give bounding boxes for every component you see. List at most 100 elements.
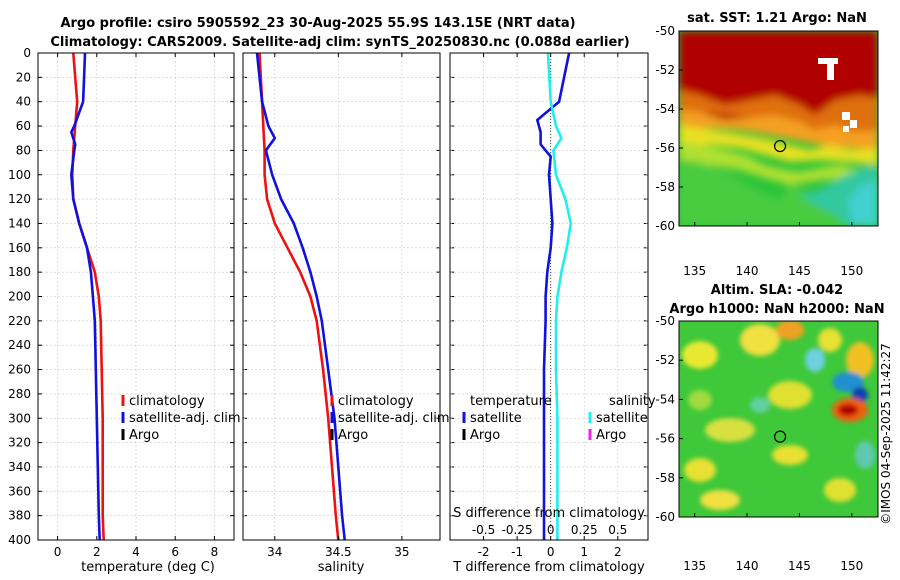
legend-temperature-header: temperature (470, 394, 552, 409)
legend-argo: Argo (129, 428, 159, 443)
map-x-tick-label: 150 (840, 559, 863, 573)
legend-sal-argo: Argo (596, 428, 626, 443)
map-y-tick-label: -56 (655, 432, 675, 446)
y-tick-label: 300 (8, 411, 31, 425)
temperature-legend: climatology satellite-adj. clim Argo (121, 394, 241, 443)
salinity-legend: climatology satellite-adj. clim Argo (330, 394, 450, 443)
map-x-tick-label: 145 (788, 559, 811, 573)
y-tick-label: 0 (23, 46, 31, 60)
temperature-panel: 0204060801001201401601802002202402602803… (8, 46, 648, 575)
sla-map: Altim. SLA: -0.042 Argo h1000: NaN h2000… (655, 283, 884, 573)
figure-title-line2: Climatology: CARS2009. Satellite-adj cli… (50, 35, 629, 50)
temperature-xlabel: temperature (deg C) (81, 560, 215, 575)
map-y-tick-label: -52 (655, 353, 675, 367)
s-difference-label: S difference from climatology (453, 506, 645, 521)
y-tick-label: 100 (8, 168, 31, 182)
figure-title-line1: Argo profile: csiro 5905592_23 30-Aug-20… (60, 16, 575, 31)
series-satellite-adj-clim (70, 52, 101, 541)
y-tick-label: 180 (8, 265, 31, 279)
imos-footer: ©IMOS 04-Sep-2025 11:42:27 (879, 343, 893, 525)
y-tick-label: 120 (8, 192, 31, 206)
y-tick-label: 60 (16, 119, 31, 133)
x-tick-label: 35 (394, 545, 409, 559)
x-tick-label: 1 (580, 545, 588, 559)
sla-map-title-line1: Altim. SLA: -0.042 (711, 283, 843, 298)
legend-satellite-adj-clim: satellite-adj. clim (129, 411, 241, 426)
legend-climatology: climatology (129, 394, 205, 409)
x-tick-label: -1 (511, 545, 523, 559)
map-y-tick-label: -56 (655, 141, 675, 155)
legend-salinity-header: salinity (609, 394, 656, 409)
argo-location-marker (773, 430, 787, 443)
map-y-tick-label: -52 (655, 63, 675, 77)
y-tick-label: 380 (8, 509, 31, 523)
y-tick-label: 240 (8, 338, 31, 352)
series-temperature-satellite (535, 52, 571, 540)
x-tick-label: 34 (267, 545, 282, 559)
y-tick-label: 220 (8, 314, 31, 328)
map-y-tick-label: -54 (655, 102, 675, 116)
salinity-panel: 34 34.5 35 salinity climatology satellite-… (242, 52, 450, 575)
salinity-diff-legend: salinity satellite Argo (588, 394, 656, 443)
s-diff-tick-label: 0.25 (571, 523, 598, 537)
t-difference-xlabel: T difference from climatology (452, 560, 645, 575)
y-tick-label: 260 (8, 363, 31, 377)
map-x-tick-label: 140 (736, 559, 759, 573)
temperature-diff-legend: temperature satellite Argo (462, 394, 552, 443)
series-satellite-adj-clim (255, 52, 346, 541)
map-y-tick-label: -58 (655, 180, 675, 194)
y-tick-label: 340 (8, 460, 31, 474)
y-tick-label: 200 (8, 290, 31, 304)
s-diff-tick-label: -0.5 (472, 523, 495, 537)
s-diff-tick-label: -0.25 (502, 523, 533, 537)
map-y-tick-label: -54 (655, 392, 675, 406)
series-salinity-satellite (546, 52, 573, 540)
y-tick-label: 280 (8, 387, 31, 401)
map-x-tick-label: 140 (736, 264, 759, 278)
legend-argo: Argo (338, 428, 368, 443)
map-y-tick-label: -50 (655, 24, 675, 38)
x-tick-label: 2 (614, 545, 622, 559)
argo-location-marker (773, 139, 787, 153)
sst-field (679, 31, 878, 226)
legend-temp-satellite: satellite (470, 411, 522, 426)
map-y-tick-label: -50 (655, 314, 675, 328)
x-tick-label: 8 (211, 545, 219, 559)
s-diff-tick-label: 0.5 (608, 523, 627, 537)
y-tick-label: 320 (8, 436, 31, 450)
x-tick-label: 34.5 (325, 545, 352, 559)
y-tick-label: 360 (8, 484, 31, 498)
sst-map: sat. SST: 1.21 Argo: NaN -50 -52 -54 -56 -58… (655, 11, 879, 278)
x-tick-label: 0 (54, 545, 62, 559)
map-x-tick-label: 145 (788, 264, 811, 278)
legend-satellite-adj-clim: satellite-adj. clim (338, 411, 450, 426)
sla-field (679, 321, 878, 517)
legend-temp-argo: Argo (470, 428, 500, 443)
map-x-tick-label: 135 (683, 559, 706, 573)
series-climatology (258, 52, 340, 541)
map-y-tick-label: -58 (655, 471, 675, 485)
y-tick-label: 140 (8, 216, 31, 230)
x-tick-label: -2 (478, 545, 490, 559)
y-tick-label: 400 (8, 533, 31, 547)
legend-sal-satellite: satellite (596, 411, 648, 426)
y-tick-label: 20 (16, 70, 31, 84)
map-y-tick-label: -60 (655, 219, 675, 233)
s-diff-tick-label: 0 (547, 523, 555, 537)
x-tick-label: 4 (132, 545, 140, 559)
x-tick-label: 0 (547, 545, 555, 559)
map-x-tick-label: 135 (683, 264, 706, 278)
sla-map-title-line2: Argo h1000: NaN h2000: NaN (669, 302, 884, 317)
x-tick-label: 6 (171, 545, 179, 559)
y-tick-label: 80 (16, 143, 31, 157)
salinity-xlabel: salinity (318, 560, 365, 575)
y-tick-label: 160 (8, 241, 31, 255)
x-tick-label: 2 (93, 545, 101, 559)
map-y-tick-label: -60 (655, 510, 675, 524)
map-x-tick-label: 150 (840, 264, 863, 278)
difference-panel: -2 -1 0 1 2 -0.5 -0.25 0 0.25 0.5 S difference f… (449, 52, 656, 575)
y-tick-label: 40 (16, 95, 31, 109)
legend-climatology: climatology (338, 394, 414, 409)
sst-map-title: sat. SST: 1.21 Argo: NaN (687, 11, 867, 26)
